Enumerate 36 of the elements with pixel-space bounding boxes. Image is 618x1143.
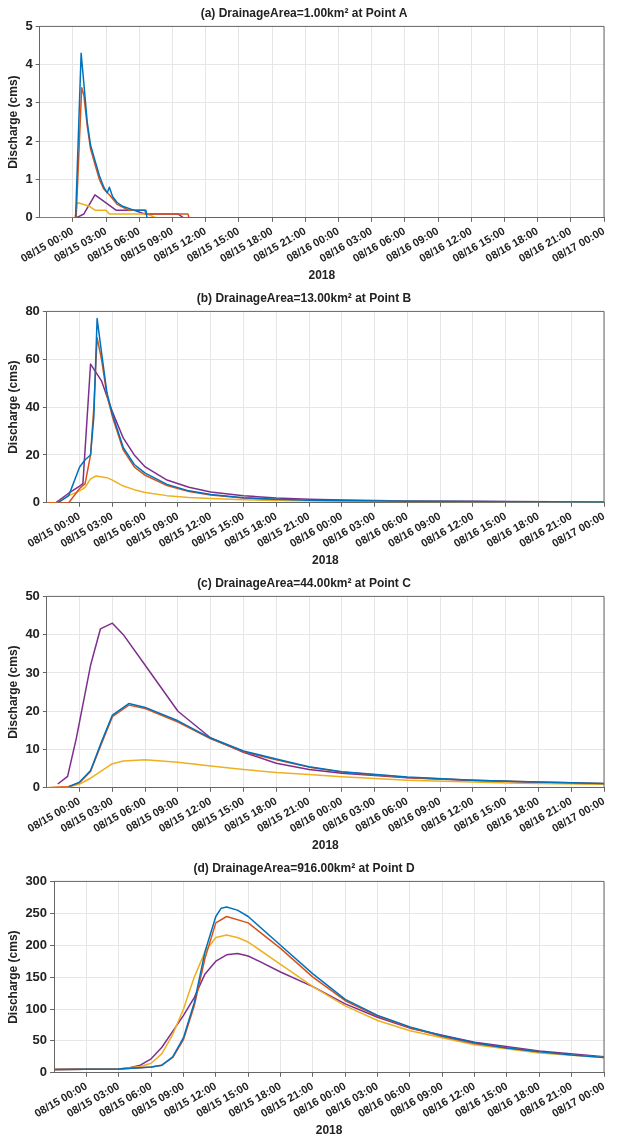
- y-tick-label: 40: [25, 398, 40, 414]
- y-tick-label: 50: [25, 587, 40, 603]
- y-tick-label: 60: [25, 350, 40, 366]
- y-tick-label: 40: [25, 626, 40, 642]
- y-tick-label: 80: [25, 302, 40, 318]
- y-tick-label: 250: [25, 904, 48, 920]
- y-tick-label: 5: [25, 17, 33, 33]
- chart-title: (b) DrainageArea=13.00km² at Point B: [196, 290, 412, 305]
- y-tick-label: 2: [25, 132, 33, 148]
- y-tick-label: 1: [25, 171, 33, 187]
- y-tick-label: 200: [25, 936, 48, 952]
- y-tick-label: 50: [32, 1032, 48, 1048]
- chart-title: (a) DrainageArea=1.00km² at Point A: [200, 5, 408, 20]
- y-tick-label: 30: [25, 664, 40, 680]
- y-tick-label: 20: [25, 446, 40, 462]
- y-tick-label: 300: [25, 872, 48, 888]
- y-axis-title: Discharge (cms): [5, 930, 20, 1024]
- y-tick-label: 0: [39, 1064, 48, 1080]
- y-tick-label: 100: [25, 1000, 48, 1016]
- x-axis-title: 2018: [308, 268, 336, 283]
- x-axis-title: 2018: [312, 838, 340, 853]
- chart-title: (c) DrainageArea=44.00km² at Point C: [197, 575, 412, 590]
- y-tick-label: 0: [32, 779, 40, 795]
- y-tick-label: 0: [32, 494, 40, 510]
- y-tick-label: 150: [25, 968, 48, 984]
- x-axis-title: 2018: [312, 553, 340, 568]
- y-axis-title: Discharge (cms): [5, 360, 20, 454]
- x-axis-title: 2018: [315, 1123, 343, 1138]
- chart-title: (d) DrainageArea=916.00km² at Point D: [193, 860, 415, 875]
- y-tick-label: 3: [25, 94, 33, 110]
- y-tick-label: 0: [25, 209, 33, 225]
- y-tick-label: 20: [25, 702, 40, 718]
- y-tick-label: 10: [25, 741, 40, 757]
- y-axis-title: Discharge (cms): [5, 645, 20, 739]
- y-axis-title: Discharge (cms): [5, 75, 20, 169]
- y-tick-label: 4: [25, 56, 34, 72]
